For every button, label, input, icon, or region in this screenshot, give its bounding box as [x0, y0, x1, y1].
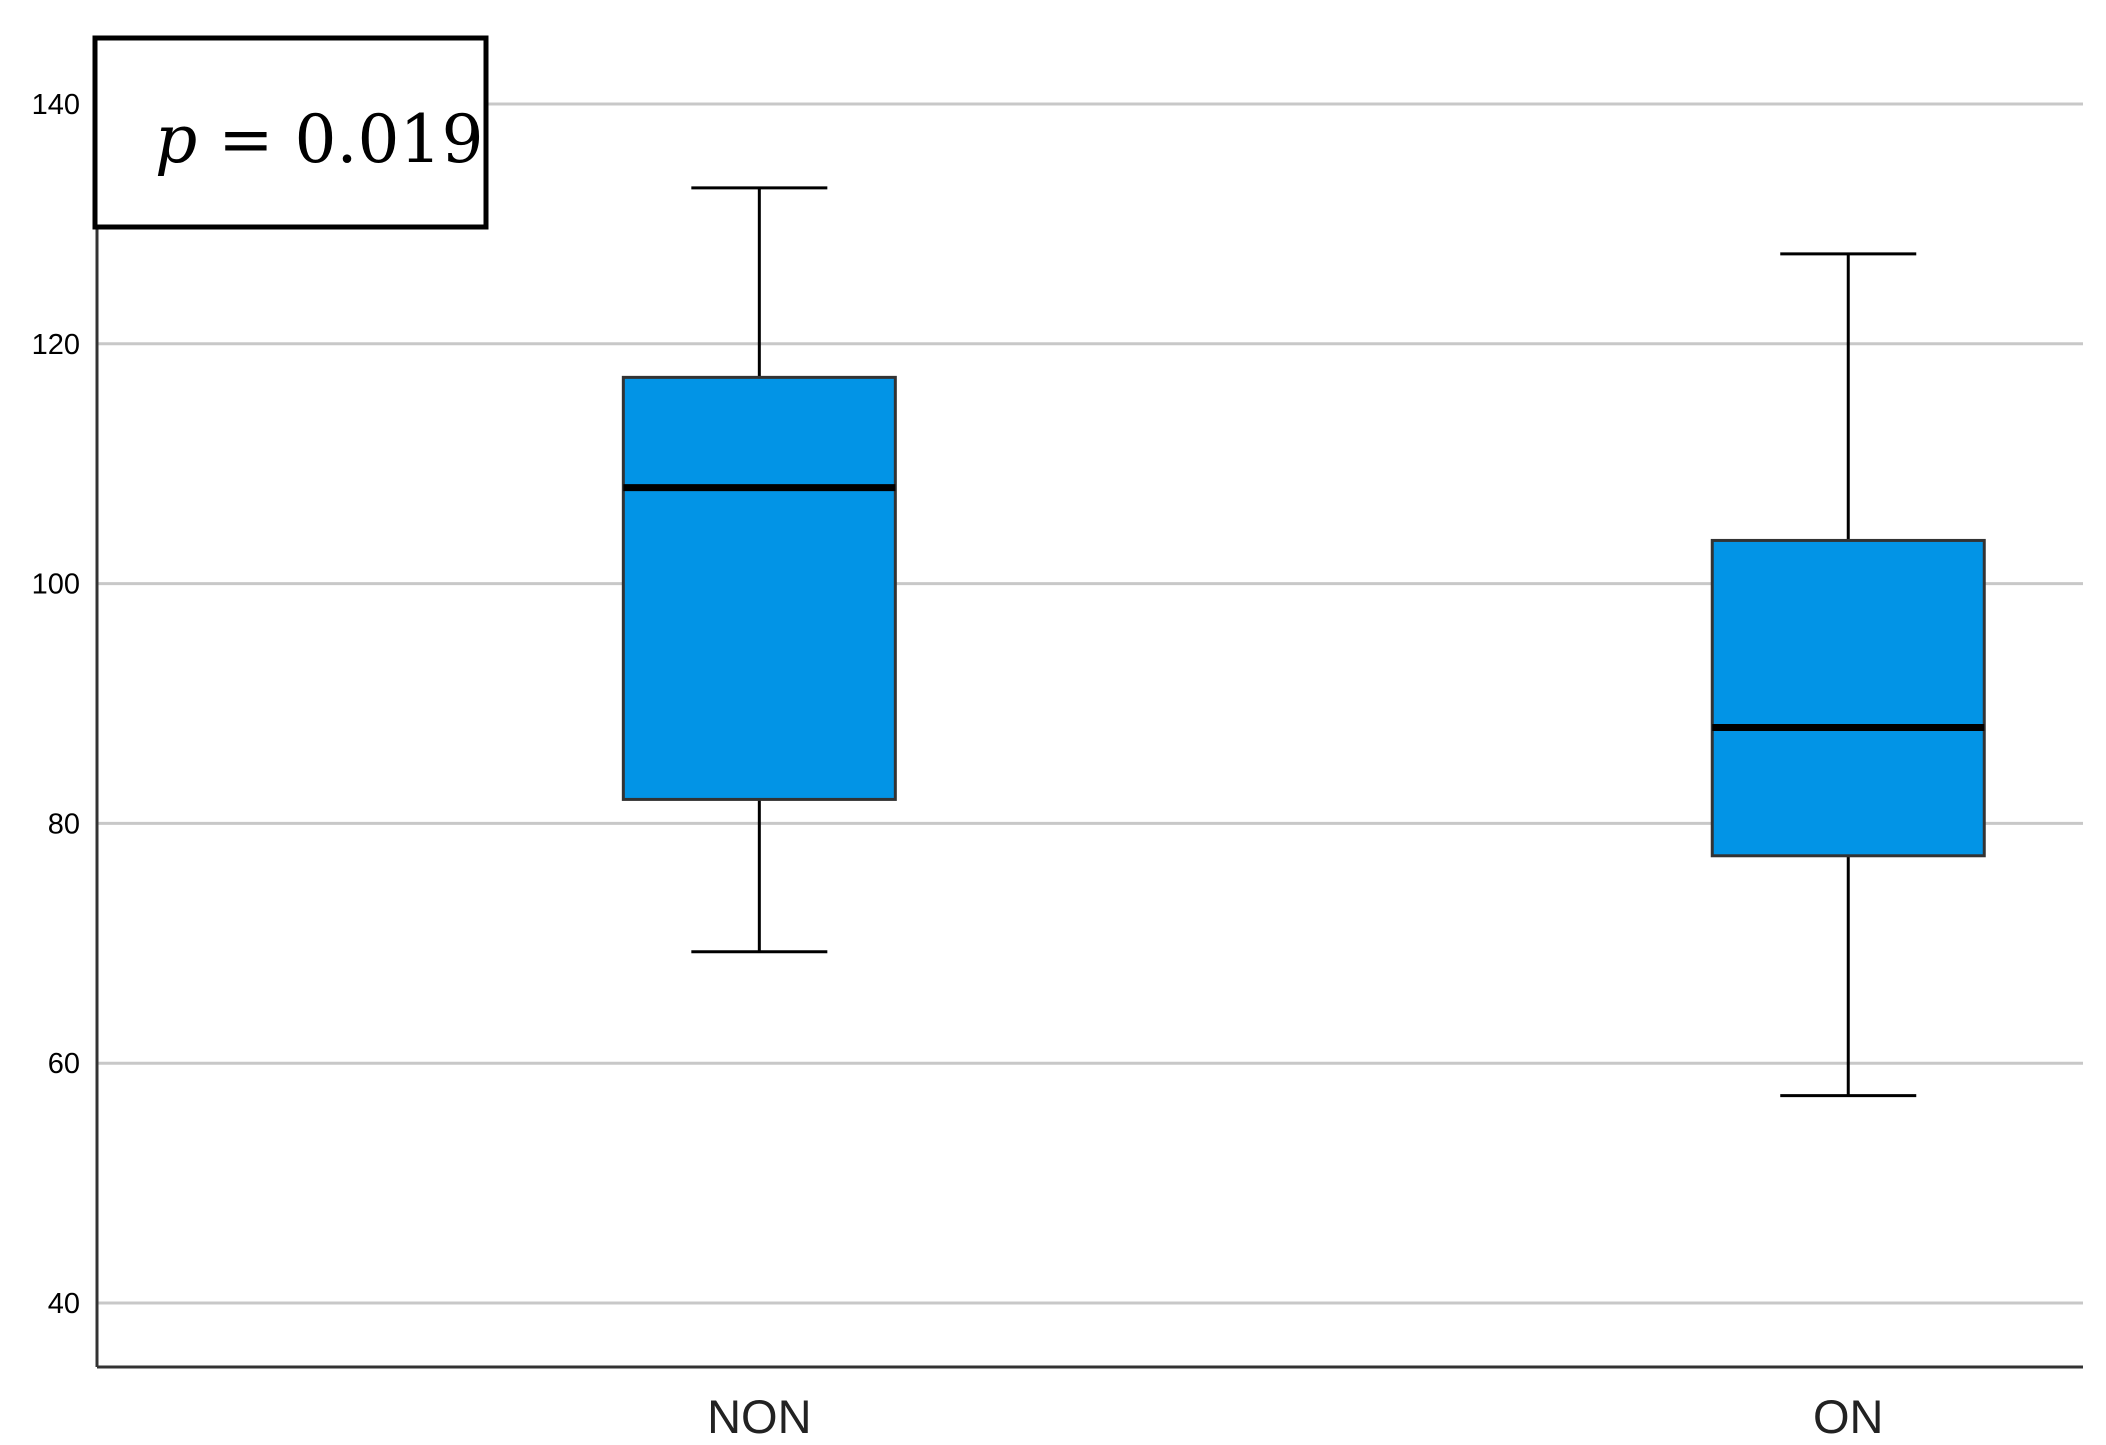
x-tick-labels: NON ON [707, 1390, 1884, 1443]
y-tick-labels: 40 60 80 100 120 140 [32, 89, 80, 1320]
y-tick-label-120: 120 [32, 329, 80, 361]
x-tick-label-non: NON [707, 1390, 811, 1440]
y-tick-label-140: 140 [32, 89, 80, 121]
boxes [621, 186, 1986, 1098]
p-value-annotation: p = 0.019 [92, 35, 489, 230]
iqr-box-on [1710, 538, 1986, 858]
box-non [621, 186, 897, 954]
y-tick-label-40: 40 [48, 1288, 80, 1320]
p-value-value: = 0.019 [197, 101, 483, 178]
box-on [1710, 252, 1986, 1098]
y-tick-label-100: 100 [32, 569, 80, 601]
p-value-box [92, 35, 489, 230]
p-value-text: p = 0.019 [155, 101, 483, 178]
x-tick-label-on: ON [1813, 1390, 1884, 1440]
y-tick-label-60: 60 [48, 1048, 80, 1080]
iqr-box-non [621, 375, 897, 801]
p-value-symbol: p [155, 101, 197, 178]
axes [95, 70, 2083, 1369]
y-tick-label-80: 80 [48, 808, 80, 840]
